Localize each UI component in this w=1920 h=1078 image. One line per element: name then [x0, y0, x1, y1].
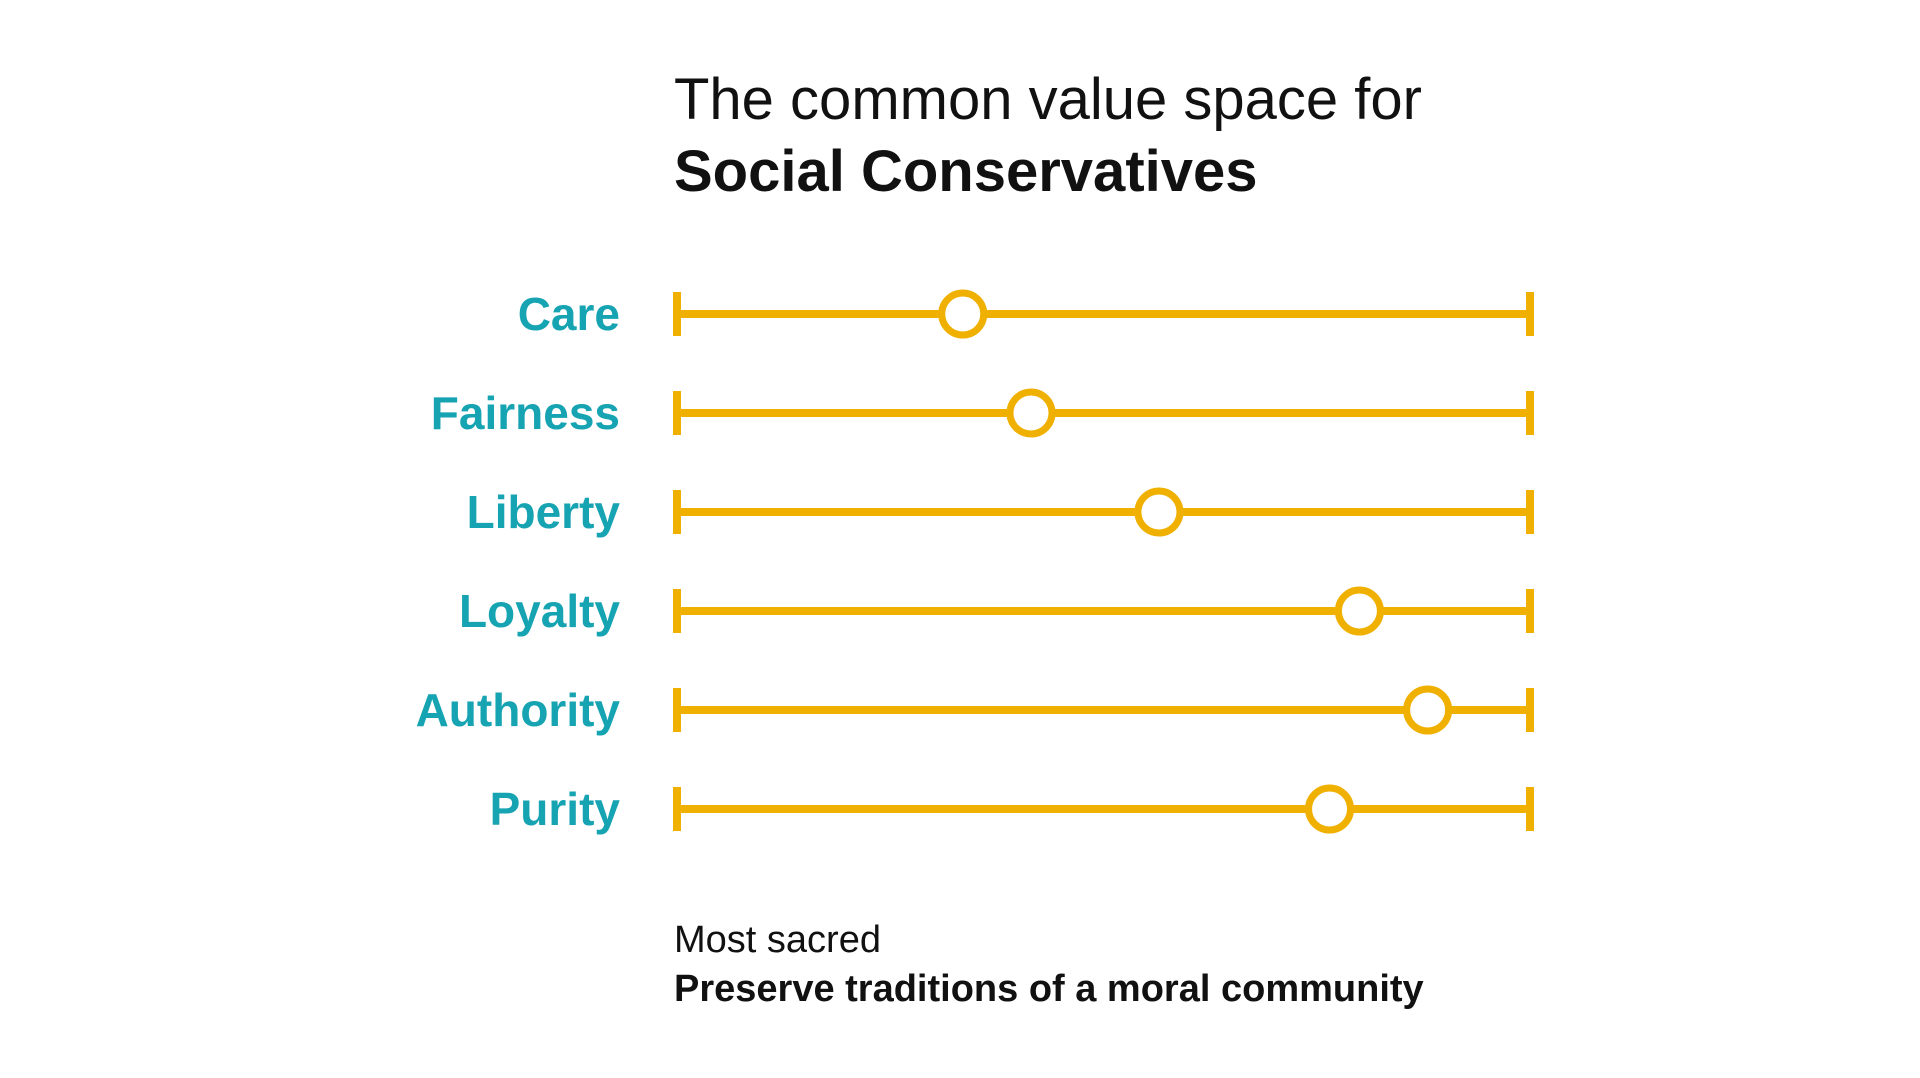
row-purity: Purity: [490, 783, 1534, 835]
row-label-loyalty: Loyalty: [459, 585, 620, 637]
value-marker-liberty: [1134, 487, 1184, 537]
row-label-fairness: Fairness: [431, 387, 620, 439]
chart-title-line1: The common value space for: [674, 67, 1422, 132]
chart-title: The common value space for Social Conser…: [674, 64, 1422, 208]
row-label-authority: Authority: [416, 684, 621, 736]
value-marker-purity: [1305, 784, 1355, 834]
value-marker-care: [938, 289, 988, 339]
value-marker-fairness: [1006, 388, 1056, 438]
row-label-care: Care: [518, 288, 620, 340]
chart-title-line2: Social Conservatives: [674, 139, 1258, 204]
row-label-purity: Purity: [490, 783, 621, 835]
footer-caption: Most sacred: [674, 919, 881, 961]
row-liberty: Liberty: [467, 486, 1534, 538]
value-marker-loyalty: [1334, 586, 1384, 636]
chart-footer: Most sacred Preserve traditions of a mor…: [674, 916, 1424, 1014]
row-label-liberty: Liberty: [467, 486, 621, 538]
chart-rows: Care Fairness Liberty Loyalty Authority Purit…: [416, 288, 1534, 835]
row-fairness: Fairness: [431, 387, 1534, 439]
row-authority: Authority: [416, 684, 1534, 736]
row-care: Care: [518, 288, 1534, 340]
footer-description: Preserve traditions of a moral community: [674, 968, 1424, 1010]
row-loyalty: Loyalty: [459, 585, 1534, 637]
value-marker-authority: [1403, 685, 1453, 735]
